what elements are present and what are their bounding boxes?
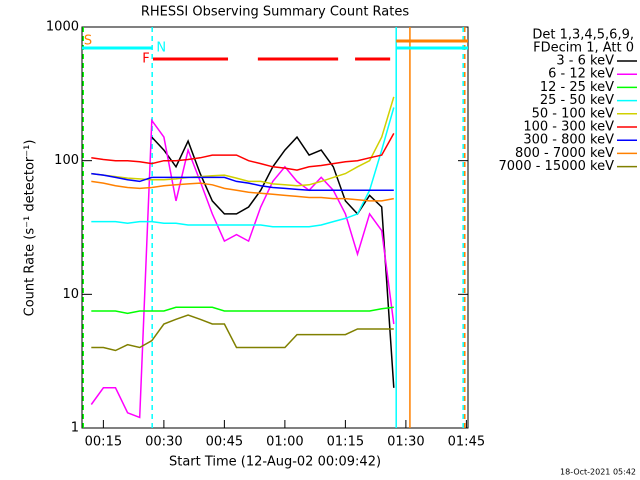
series-line — [91, 107, 395, 228]
series-line — [91, 180, 394, 202]
y-tick-label: 1000 — [46, 20, 79, 35]
x-tick-label: 00:15 — [85, 435, 122, 450]
x-tick-label: 01:15 — [327, 435, 364, 450]
legend-label: 25 - 50 keV — [540, 93, 614, 108]
legend-label: 300 - 800 keV — [523, 133, 614, 148]
y-tick-label: 1 — [71, 421, 79, 436]
flag-label: S — [84, 34, 92, 49]
y-axis-label: Count Rate (s⁻¹ detector⁻¹) — [23, 140, 38, 317]
y-tick-label: 100 — [54, 153, 79, 168]
flag-label: F — [142, 52, 149, 67]
legend-label: 3 - 6 keV — [556, 54, 614, 69]
chart-title: RHESSI Observing Summary Count Rates — [141, 5, 410, 20]
legend-label: 100 - 300 keV — [523, 120, 614, 135]
series-line — [90, 118, 395, 419]
legend-header: FDecim 1, Att 0 — [533, 41, 634, 56]
x-tick-label: 01:30 — [387, 435, 424, 450]
series-line — [91, 314, 394, 352]
x-tick-label: 01:45 — [448, 435, 485, 450]
legend-label: 6 - 12 keV — [548, 67, 614, 82]
series-line — [91, 96, 395, 187]
footer: 18-Oct-2021 05:42 — [560, 468, 636, 477]
legend-header: Det 1,3,4,5,6,9, — [532, 28, 634, 43]
legend-label: 50 - 100 keV — [532, 106, 615, 121]
series-line — [91, 306, 394, 315]
legend-label: 800 - 7000 keV — [515, 146, 614, 161]
y-tick-label: 10 — [62, 287, 79, 302]
series-line — [91, 172, 394, 192]
flag-label: N — [156, 40, 166, 55]
x-tick-label: 01:00 — [266, 435, 303, 450]
plot-frame — [81, 26, 469, 429]
x-axis-label: Start Time (12-Aug-02 00:09:42) — [169, 455, 381, 470]
legend-label: 12 - 25 keV — [540, 80, 614, 95]
x-tick-label: 00:30 — [145, 435, 182, 450]
x-tick-label: 00:45 — [206, 435, 243, 450]
legend-label: 7000 - 15000 keV — [499, 159, 615, 174]
series-line — [91, 133, 395, 171]
